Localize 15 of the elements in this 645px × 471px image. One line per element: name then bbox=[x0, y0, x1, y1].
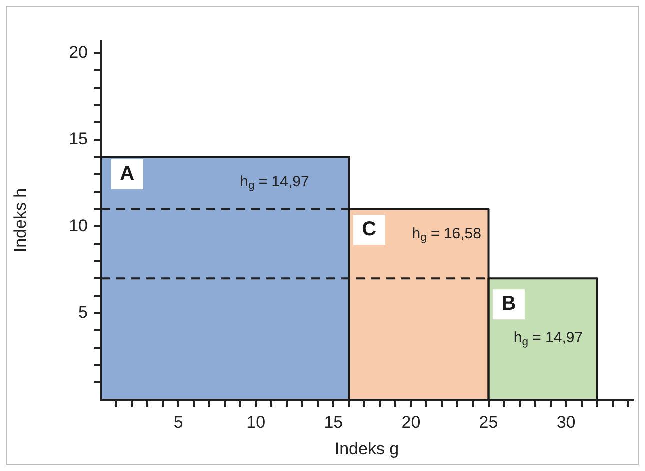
annotation: A bbox=[120, 163, 135, 186]
y-axis-title: Indeks h bbox=[10, 188, 30, 253]
y-tick-label: 15 bbox=[69, 130, 88, 149]
y-tick-label: 20 bbox=[69, 42, 88, 62]
x-tick-label: 30 bbox=[556, 412, 576, 432]
x-tick-label: 15 bbox=[324, 412, 344, 432]
annotation: B bbox=[502, 293, 516, 316]
annotation: C bbox=[362, 218, 377, 241]
x-axis-title: Indeks g bbox=[334, 439, 400, 458]
x-tick-label: 25 bbox=[479, 412, 498, 432]
y-tick-label: 5 bbox=[78, 302, 88, 322]
y-tick-label: 10 bbox=[69, 216, 88, 236]
x-tick-label: 20 bbox=[402, 412, 421, 432]
x-tick-label: 5 bbox=[174, 412, 184, 432]
x-tick-label: 10 bbox=[246, 412, 266, 432]
